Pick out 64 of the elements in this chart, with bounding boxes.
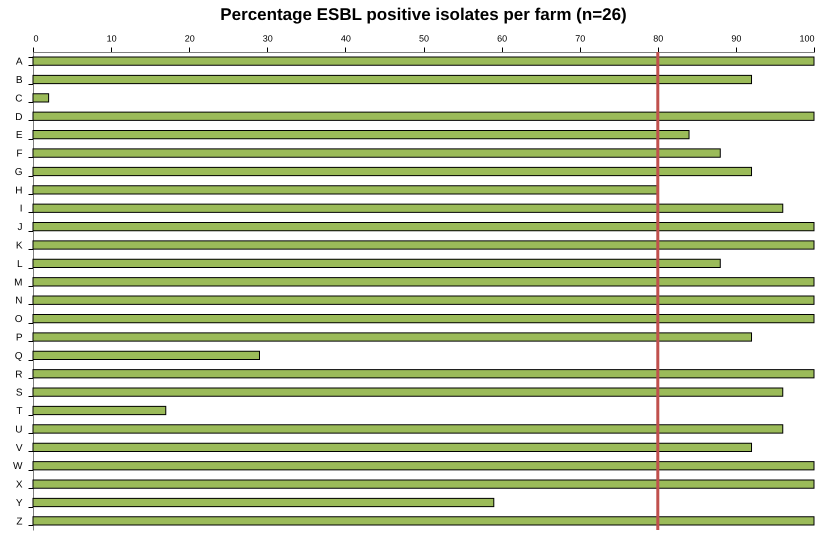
bar — [32, 461, 814, 470]
bar — [32, 516, 814, 526]
x-tick-label: 10 — [106, 34, 117, 44]
bar — [32, 406, 166, 416]
bar — [32, 479, 814, 489]
y-tick-label: U — [15, 424, 22, 436]
y-tick-label: B — [16, 74, 23, 86]
y-tick-label: J — [18, 222, 22, 234]
y-tick-label: A — [16, 56, 23, 68]
y-tick-label: Z — [16, 516, 22, 528]
x-tick-label: 70 — [575, 34, 586, 44]
y-tick-label: X — [16, 480, 23, 491]
x-tick-label: 50 — [418, 34, 430, 44]
y-tick-label: N — [15, 296, 22, 307]
bar — [32, 388, 784, 397]
y-tick-label: S — [16, 388, 23, 399]
y-tick-label: Q — [14, 350, 23, 362]
chart-title: Percentage ESBL positive isolates per farm (n=26) — [220, 5, 627, 24]
y-tick-label: D — [15, 112, 22, 123]
bar — [32, 130, 690, 140]
y-tick-label: G — [14, 166, 23, 178]
x-tick-label: 40 — [340, 34, 351, 44]
y-tick-label: M — [14, 277, 22, 288]
x-tick-label: 30 — [262, 34, 273, 44]
y-tick-label: F — [16, 148, 22, 160]
x-tick-label: 80 — [653, 34, 664, 44]
bar — [32, 112, 814, 121]
bar — [32, 204, 784, 213]
y-tick-label: W — [13, 461, 24, 472]
bar — [32, 166, 752, 176]
bar — [32, 424, 784, 434]
bar — [32, 93, 50, 103]
x-tick-label: 0 — [34, 34, 39, 44]
bar — [32, 296, 814, 305]
bar — [32, 148, 721, 158]
x-tick-label: 90 — [731, 34, 742, 44]
bar — [32, 277, 814, 286]
bar — [32, 240, 814, 250]
bar — [32, 222, 814, 232]
y-tick-label: Y — [16, 498, 23, 510]
bar — [32, 56, 814, 66]
bar — [32, 314, 814, 324]
y-tick-label: I — [20, 204, 22, 215]
x-tick-label: 60 — [497, 34, 508, 44]
y-tick-label: P — [16, 332, 23, 344]
bar — [32, 350, 260, 360]
bar — [32, 74, 752, 84]
y-tick-label: K — [16, 240, 23, 252]
bar — [32, 185, 658, 194]
bar — [32, 332, 752, 342]
y-tick-label: L — [16, 258, 23, 270]
y-tick-label: E — [16, 130, 23, 142]
y-tick-label: O — [14, 314, 23, 326]
y-tick-label: H — [15, 185, 22, 196]
bar — [32, 442, 752, 452]
y-tick-label: T — [16, 406, 22, 418]
bar — [32, 258, 721, 268]
y-tick-label: R — [15, 369, 22, 380]
x-tick-label: 100 — [799, 34, 814, 44]
x-tick-label: 20 — [184, 34, 195, 44]
bar — [32, 369, 814, 378]
bar — [32, 498, 494, 508]
y-tick-label: V — [16, 442, 23, 454]
y-tick-label: C — [15, 93, 22, 104]
